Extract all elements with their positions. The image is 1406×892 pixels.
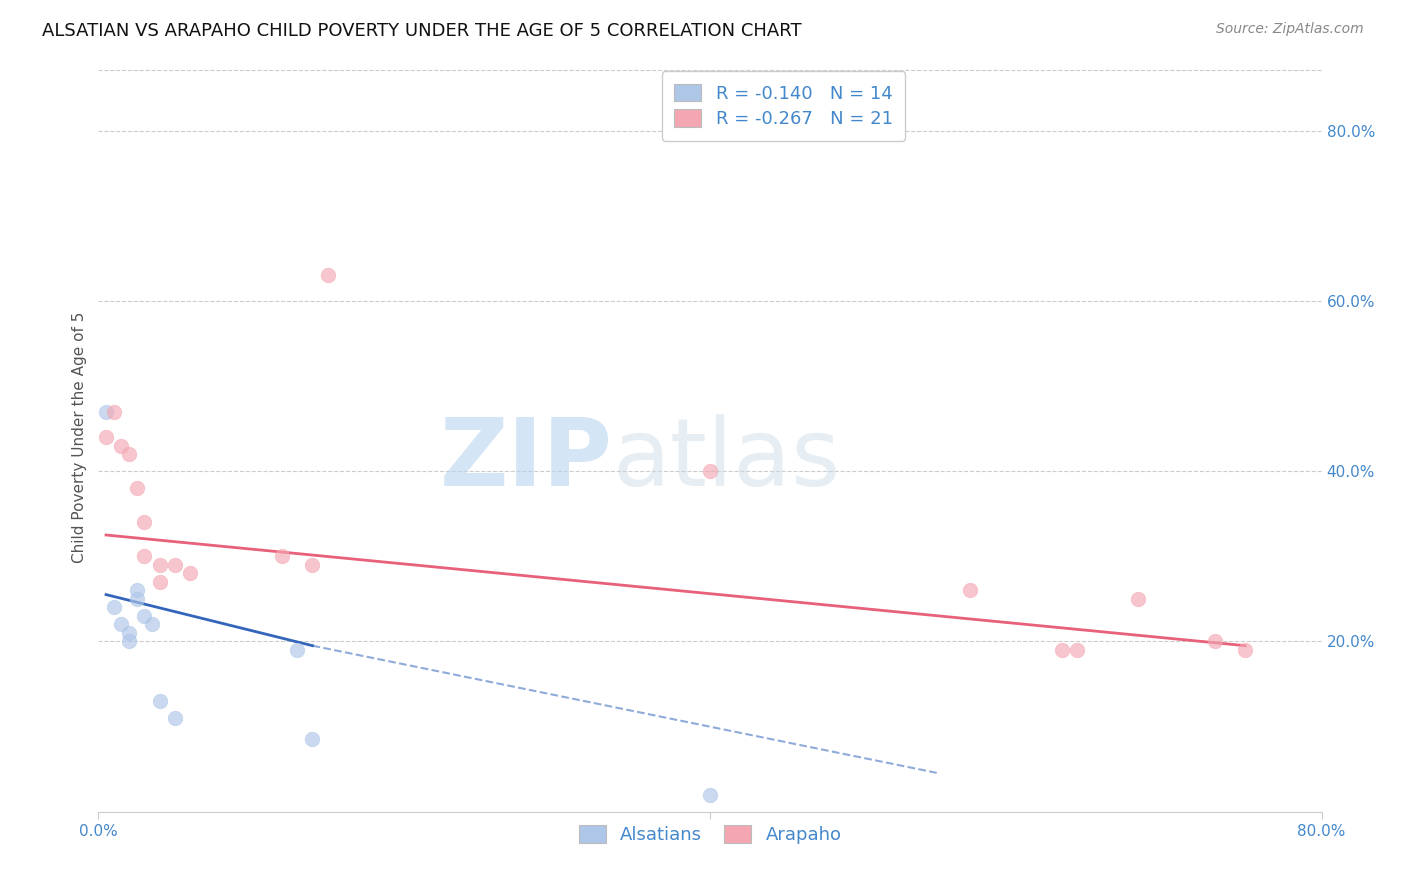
Point	[125, 481, 148, 495]
Point	[285, 643, 308, 657]
Point	[103, 404, 125, 418]
Point	[149, 694, 172, 708]
Point	[125, 583, 148, 598]
Point	[699, 464, 721, 478]
Point	[94, 404, 117, 418]
Point	[959, 583, 981, 598]
Point	[134, 515, 156, 529]
Point	[103, 600, 125, 615]
Point	[149, 558, 172, 572]
Point	[118, 634, 141, 648]
Point	[118, 447, 141, 461]
Point	[110, 617, 132, 632]
Point	[134, 608, 156, 623]
Y-axis label: Child Poverty Under the Age of 5: Child Poverty Under the Age of 5	[72, 311, 87, 563]
Text: Source: ZipAtlas.com: Source: ZipAtlas.com	[1216, 22, 1364, 37]
Point	[1050, 643, 1073, 657]
Point	[118, 626, 141, 640]
Legend: Alsatians, Arapaho: Alsatians, Arapaho	[571, 818, 849, 851]
Point	[1128, 591, 1150, 606]
Point	[1204, 634, 1226, 648]
Point	[134, 549, 156, 564]
Point	[163, 558, 186, 572]
Point	[110, 439, 132, 453]
Point	[179, 566, 201, 581]
Point	[270, 549, 292, 564]
Point	[1234, 643, 1257, 657]
Point	[163, 711, 186, 725]
Point	[301, 558, 323, 572]
Point	[141, 617, 163, 632]
Point	[149, 574, 172, 589]
Point	[94, 430, 117, 444]
Point	[301, 732, 323, 747]
Text: ALSATIAN VS ARAPAHO CHILD POVERTY UNDER THE AGE OF 5 CORRELATION CHART: ALSATIAN VS ARAPAHO CHILD POVERTY UNDER …	[42, 22, 801, 40]
Point	[125, 591, 148, 606]
Text: ZIP: ZIP	[439, 414, 612, 506]
Point	[316, 268, 339, 283]
Point	[1066, 643, 1088, 657]
Text: atlas: atlas	[612, 414, 841, 506]
Point	[699, 788, 721, 802]
